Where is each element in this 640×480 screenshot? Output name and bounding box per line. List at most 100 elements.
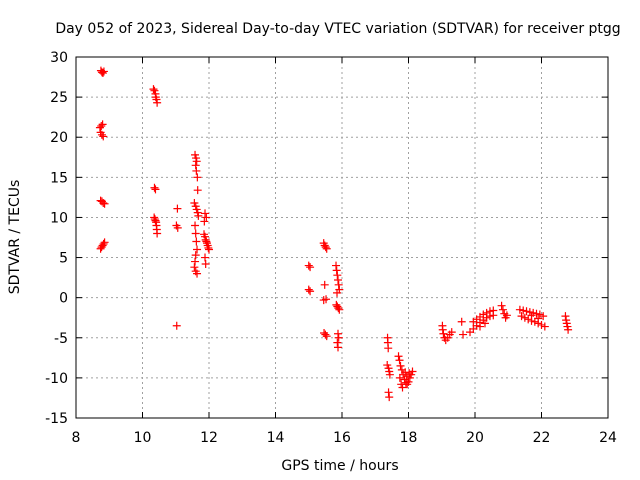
x-axis-label: GPS time / hours [281,458,398,474]
y-tick-label: 25 [50,90,68,106]
y-tick-label: -5 [54,331,68,347]
data-point [205,245,213,254]
data-point [396,361,405,370]
data-point [100,238,109,247]
data-point [190,263,199,272]
data-point [306,287,315,296]
data-point [502,311,511,320]
data-point [98,69,107,78]
data-point [191,251,200,260]
data-point [97,68,106,77]
data-point [401,368,410,377]
data-point [202,213,211,222]
y-tick-label: 10 [50,210,68,226]
data-point [322,332,331,341]
y-tick-label: -10 [45,371,68,387]
data-point [522,307,531,316]
data-point [384,344,393,353]
data-point [537,320,546,329]
data-point [489,306,498,315]
data-point [395,373,404,382]
data-point [334,343,343,352]
data-point [517,312,526,321]
data-point [99,132,108,141]
data-point [404,377,413,386]
data-point [99,67,108,76]
data-point [193,173,202,182]
data-point [153,98,162,107]
data-point [561,312,570,321]
data-point [304,261,313,270]
data-point [150,183,159,192]
x-tick-label: 14 [267,430,285,446]
data-point [321,330,330,339]
data-point [334,304,343,313]
data-point [395,356,404,365]
data-point [539,312,548,321]
data-point [201,259,210,268]
x-tick-label: 12 [200,430,218,446]
data-point [333,271,342,280]
data-point [149,85,158,94]
chart-title: Day 052 of 2023, Sidereal Day-to-day VTE… [55,21,620,37]
y-tick-label: 20 [50,130,68,146]
data-point [332,266,341,275]
data-point [439,329,448,338]
data-point [485,307,494,316]
data-point [394,352,403,361]
data-point [193,269,202,278]
data-point [194,211,203,220]
x-tick-label: 18 [400,430,418,446]
data-point [334,280,343,289]
data-point [97,130,106,139]
data-point [334,333,343,342]
data-point [520,313,529,322]
data-point [515,305,524,314]
data-point [173,223,182,232]
data-point [398,383,407,392]
y-tick-label: 15 [50,170,68,186]
data-point [438,325,447,334]
data-point [201,253,210,262]
data-point [479,310,488,319]
data-point [201,209,210,218]
y-tick-label: 5 [59,251,68,267]
data-point [193,245,202,254]
data-point [408,367,417,376]
x-axis-ticks: 8 10 12 14 16 18 20 22 24 [72,57,617,446]
data-point [172,321,181,330]
data-point [532,309,541,318]
data-point [191,257,200,266]
x-tick-label: 10 [134,430,152,446]
y-tick-label: 0 [59,291,68,307]
data-point [321,243,330,252]
data-point [527,311,536,320]
data-point [204,243,213,252]
grid-lines [76,57,608,418]
data-point [191,161,200,170]
data-point [459,330,468,339]
data-point [306,263,315,272]
data-point [98,120,107,129]
data-point [524,315,533,324]
data-point [99,199,108,208]
data-point [100,199,109,208]
data-point [333,288,342,297]
data-point [385,393,394,402]
y-tick-label: -15 [45,411,68,427]
data-point [475,322,484,331]
data-point [447,328,456,337]
data-point [97,121,106,130]
data-point [191,221,200,230]
data-point [99,239,108,248]
data-point [322,244,331,253]
x-tick-label: 8 [72,430,81,446]
data-point [385,370,394,379]
data-points [95,66,573,402]
data-point [482,308,491,317]
data-point [498,305,507,314]
data-point [540,322,549,331]
x-tick-label: 24 [599,430,617,446]
y-axis-ticks: -15 -10 -5 0 5 10 15 20 25 30 [45,50,608,427]
data-point [151,216,160,225]
